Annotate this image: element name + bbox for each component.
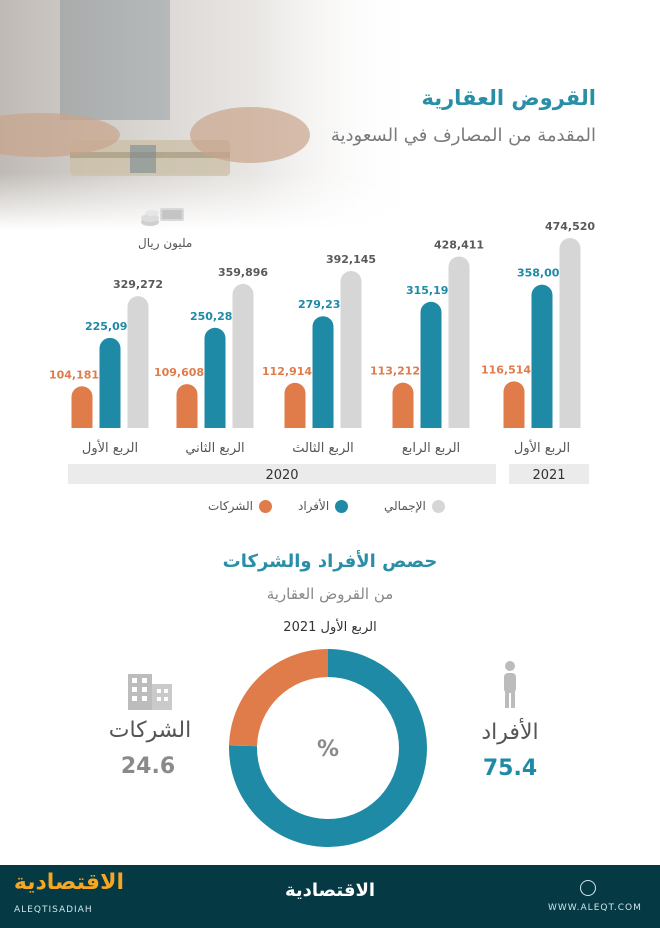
individuals-label: الأفراد (481, 720, 539, 745)
bar-label-0-2: 112,914 (262, 365, 312, 378)
building-icon (128, 674, 172, 710)
year-band-2021 (509, 464, 589, 484)
companies-value: 24.6 (120, 754, 176, 779)
bar-companies-3 (392, 382, 414, 428)
bar-label-0-4: 116,514 (481, 363, 531, 376)
page-title: القروض العقارية (421, 86, 596, 110)
bar-label-0-0: 104,181 (49, 368, 99, 381)
website-icon (580, 880, 596, 896)
year-band-2020 (68, 464, 496, 484)
page-subtitle: المقدمة من المصارف في السعودية (330, 125, 596, 146)
bar-companies-0 (71, 386, 93, 428)
donut-center-label: % (317, 737, 339, 762)
legend-companies-label: الشركات (208, 499, 253, 513)
legend-total-label: الإجمالي (384, 499, 426, 513)
footer (0, 865, 660, 928)
footer-latin-left: ALEQTISADIAH (14, 905, 93, 915)
bar-total-0 (127, 296, 149, 428)
footer-url[interactable]: WWW.ALEQT.COM (548, 903, 642, 913)
footer-logo-center[interactable]: الاقتصادية (284, 880, 376, 901)
bar-label-1-1: 250,287 (190, 310, 240, 323)
quarter-label-0: الربع الأول (82, 439, 138, 456)
legend-companies: الشركات (208, 499, 272, 513)
share-period: الربع الأول 2021 (283, 620, 377, 635)
quarter-label-3: الربع الرابع (402, 441, 460, 456)
donut-slice-companies (229, 649, 328, 747)
legend-total: الإجمالي (384, 499, 445, 513)
legend-companies-swatch (258, 499, 272, 513)
bar-label-1-4: 358,007 (517, 267, 567, 280)
quarter-label-4: الربع الأول (514, 439, 570, 456)
coins-icon (141, 208, 184, 226)
legend-individuals-label: الأفراد (298, 499, 330, 513)
legend-individuals: الأفراد (298, 499, 349, 513)
bar-companies-4 (503, 381, 525, 428)
year-label-2021: 2021 (532, 468, 565, 483)
bar-label-2-3: 428,411 (434, 238, 484, 251)
bar-label-2-1: 359,896 (218, 266, 268, 279)
bar-total-3 (448, 256, 470, 428)
legend-total-swatch (431, 499, 445, 513)
companies-label: الشركات (108, 718, 192, 743)
share-subtitle: من القروض العقارية (266, 585, 394, 603)
quarter-label-1: الربع الثاني (185, 441, 244, 456)
year-label-2020: 2020 (265, 468, 298, 483)
bar-label-1-0: 225,091 (85, 320, 135, 333)
person-icon (504, 661, 516, 708)
unit-label: مليون ريال (138, 236, 193, 250)
individuals-value: 75.4 (482, 756, 538, 781)
bar-individuals-1 (204, 327, 226, 428)
bar-companies-1 (176, 384, 198, 428)
quarter-label-2: الربع الثالث (292, 441, 354, 456)
bar-label-2-2: 392,145 (326, 253, 376, 266)
bar-label-1-2: 279,231 (298, 298, 348, 311)
bar-total-2 (340, 270, 362, 428)
donut-chart: % (228, 649, 427, 847)
bar-individuals-2 (312, 316, 334, 428)
money-hands-photo (0, 0, 420, 230)
bar-companies-2 (284, 382, 306, 428)
legend-individuals-swatch (335, 499, 349, 513)
bar-individuals-3 (420, 301, 442, 428)
bar-label-0-1: 109,608 (154, 366, 204, 379)
bar-total-4 (559, 238, 581, 428)
bar-label-2-0: 329,272 (113, 278, 163, 291)
bar-label-2-4: 474,520 (545, 220, 595, 233)
bar-individuals-4 (531, 284, 553, 428)
share-title: حصص الأفراد والشركات (222, 551, 438, 572)
bar-total-1 (232, 283, 254, 428)
footer-logo-left[interactable]: الاقتصادية (13, 870, 124, 895)
bar-label-0-3: 113,212 (370, 365, 420, 378)
bar-label-1-3: 315,199 (406, 284, 456, 297)
bar-chart: 104,181 225,091 329,272 الربع الأول 109,608 2… (49, 220, 595, 484)
bar-individuals-0 (99, 337, 121, 428)
